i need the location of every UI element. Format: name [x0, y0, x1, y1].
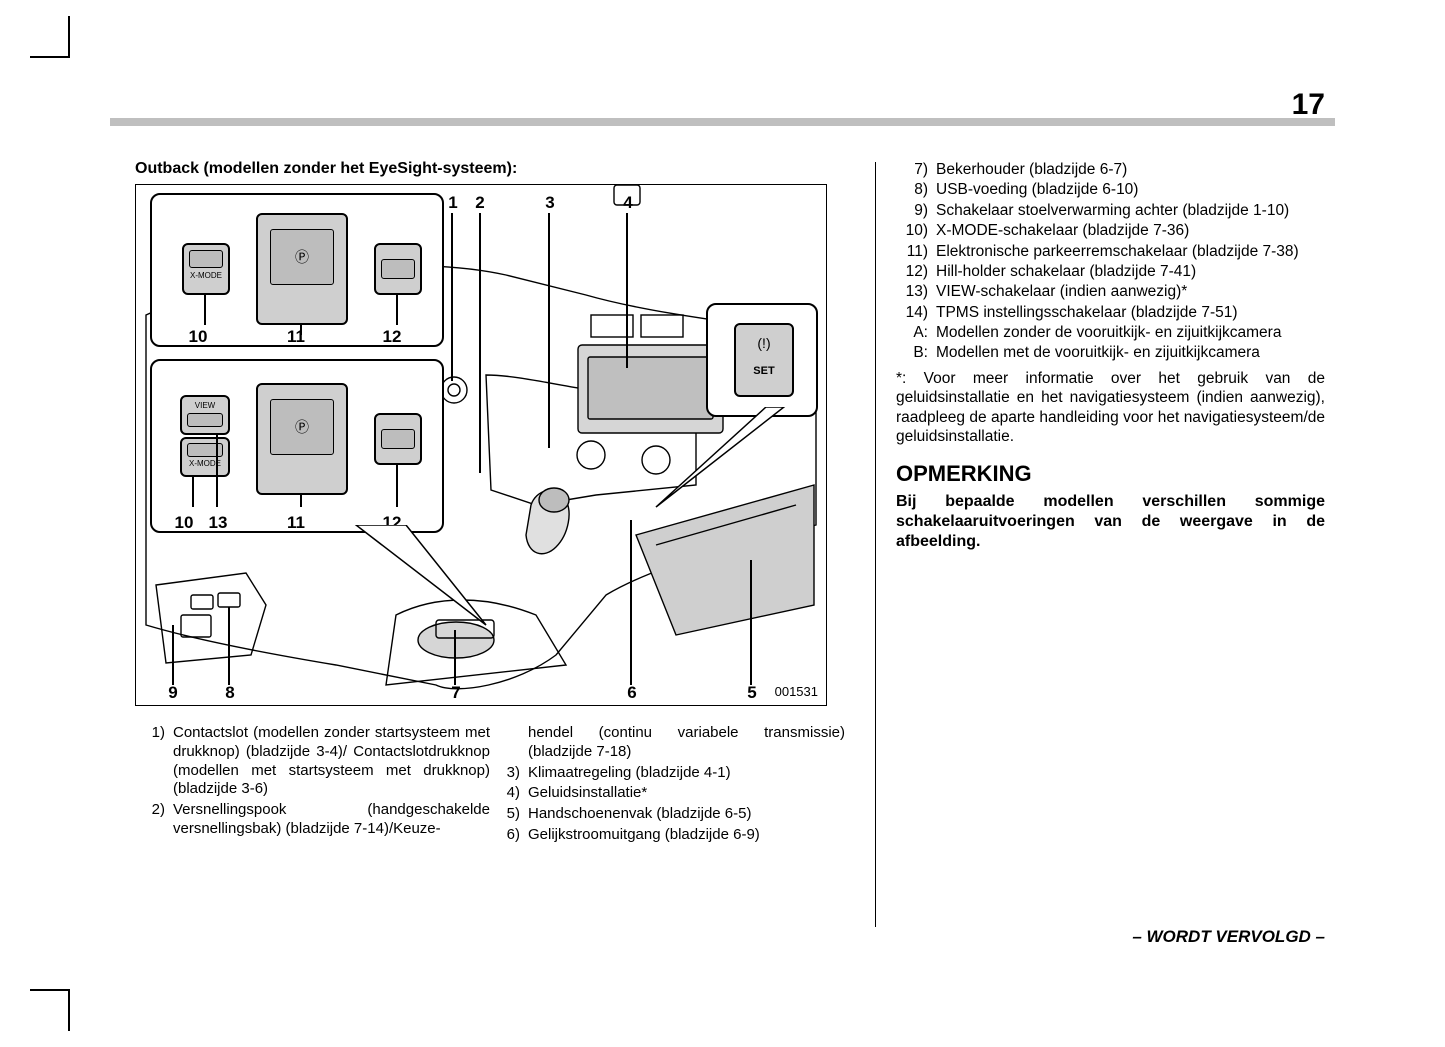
legend-item: 8)USB-voeding (bladzijde 6-10): [896, 180, 1325, 199]
hillholder-button-icon: [374, 243, 422, 295]
column-divider: [875, 162, 876, 927]
callout-4: 4: [616, 193, 640, 213]
leader-line: [750, 560, 752, 685]
leader-line: [630, 520, 632, 685]
right-column: 7)Bekerhouder (bladzijde 6-7) 8)USB-voed…: [886, 160, 1325, 967]
legend-item: 6)Gelijkstroomuitgang (bladzijde 6-9): [490, 826, 845, 845]
manual-page: 17 Outback (modellen zonder het EyeSight…: [0, 0, 1445, 1047]
legend-item: 7)Bekerhouder (bladzijde 6-7): [896, 160, 1325, 179]
note-heading: OPMERKING: [896, 460, 1325, 488]
parking-brake-button-icon: Ⓟ: [256, 383, 348, 495]
figure-title: Outback (modellen zonder het EyeSight-sy…: [135, 160, 845, 178]
callout-3: 3: [538, 193, 562, 213]
pointer-triangle: [646, 407, 796, 517]
legend-item: 1)Contactslot (modellen zonder startsyst…: [135, 724, 490, 799]
xmode-button-icon: X-MODE: [180, 437, 230, 477]
page-number: 17: [1292, 88, 1325, 122]
legend-item: 9)Schakelaar stoelverwarming achter (bla…: [896, 201, 1325, 220]
legend-item: 11)Elektronische parkeerremschakelaar (b…: [896, 242, 1325, 261]
legend-item: 14)TPMS instellingsschakelaar (bladzijde…: [896, 303, 1325, 322]
legend-item: 5)Handschoenenvak (bladzijde 6-5): [490, 805, 845, 824]
continued-footer: – WORDT VERVOLGD –: [1132, 927, 1325, 947]
tpms-set-button-icon: (!) SET: [734, 323, 794, 397]
callout-7: 7: [444, 683, 468, 703]
legend-below-figure: 1)Contactslot (modellen zonder startsyst…: [135, 724, 845, 847]
legend-item: B:Modellen met de vooruitkijk- en zijuit…: [896, 343, 1325, 362]
xmode-button-icon: X-MODE: [182, 243, 230, 295]
callout-a10: 10: [186, 327, 210, 347]
inset-tpms: (!) SET: [706, 303, 818, 417]
crop-mark: [68, 991, 70, 1031]
callout-1: 1: [441, 193, 465, 213]
callout-a11: 11: [284, 327, 308, 347]
figure-id: 001531: [775, 684, 818, 699]
inset-panel-a: X-MODE Ⓟ: [150, 193, 444, 347]
leader-line: [216, 433, 218, 507]
callout-6: 6: [620, 683, 644, 703]
crop-mark: [30, 56, 70, 58]
legend-item: A:Modellen zonder de vooruitkijk- en zij…: [896, 323, 1325, 342]
legend-item: hendel (continu variabele transmissie) (…: [490, 724, 845, 762]
figure-illustration: 1 2 3 4 9 8 7 6 5 A X-MODE: [135, 184, 827, 706]
leader-line: [548, 213, 550, 448]
note-body: Bij bepaalde modellen verschillen sommig…: [896, 492, 1325, 552]
legend-item: 4)Geluidsinstallatie*: [490, 784, 845, 803]
legend-item: 3)Klimaatregeling (bladzijde 4-1): [490, 764, 845, 783]
parking-brake-button-icon: Ⓟ: [256, 213, 348, 325]
callout-2: 2: [468, 193, 492, 213]
legend-item: 13)VIEW-schakelaar (indien aanwezig)*: [896, 282, 1325, 301]
leader-line: [396, 463, 398, 507]
callout-b13: 13: [206, 513, 230, 533]
view-button-icon: VIEW: [180, 395, 230, 435]
header-rule: [110, 118, 1335, 126]
callout-8: 8: [218, 683, 242, 703]
legend-item: 12)Hill-holder schakelaar (bladzijde 7-4…: [896, 262, 1325, 281]
legend-item: 10)X-MODE-schakelaar (bladzijde 7-36): [896, 221, 1325, 240]
legend-item: 2)Versnellingspook (handgeschakelde vers…: [135, 801, 490, 839]
content-area: Outback (modellen zonder het EyeSight-sy…: [135, 160, 1325, 967]
hillholder-button-icon: [374, 413, 422, 465]
crop-mark: [68, 16, 70, 56]
callout-a12: 12: [380, 327, 404, 347]
callout-9: 9: [161, 683, 185, 703]
leader-line: [451, 213, 453, 381]
callout-b11: 11: [284, 513, 308, 533]
leader-line: [300, 493, 302, 507]
leader-line: [479, 213, 481, 473]
leader-line: [172, 625, 174, 685]
leader-line: [192, 475, 194, 507]
left-column: Outback (modellen zonder het EyeSight-sy…: [135, 160, 865, 967]
leader-line: [204, 293, 206, 325]
footnote: *: Voor meer informatie over het gebruik…: [896, 369, 1325, 447]
callout-b10: 10: [172, 513, 196, 533]
callout-5: 5: [740, 683, 764, 703]
inset-panel-b: VIEW X-MODE Ⓟ: [150, 359, 444, 533]
leader-line: [626, 213, 628, 368]
crop-mark: [30, 989, 70, 991]
leader-line: [228, 607, 230, 685]
pointer-triangle: [346, 525, 506, 645]
legend-col-1: 1)Contactslot (modellen zonder startsyst…: [135, 724, 490, 847]
legend-col-2: hendel (continu variabele transmissie) (…: [490, 724, 845, 847]
leader-line: [396, 293, 398, 325]
